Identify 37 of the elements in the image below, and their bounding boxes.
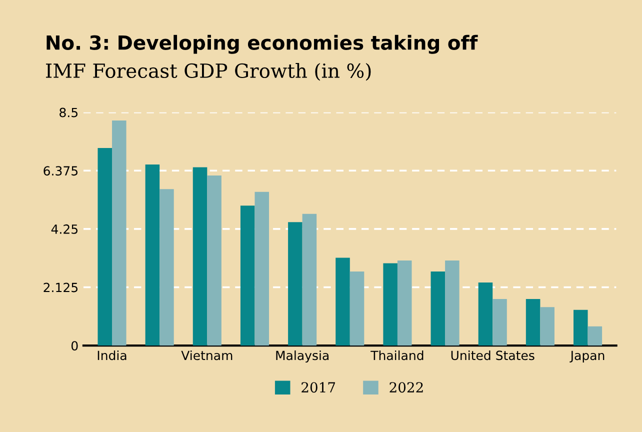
bar — [397, 260, 412, 346]
bar — [350, 272, 364, 346]
y-tick-label: 4.25 — [51, 224, 78, 234]
legend-label: 2017 — [302, 382, 335, 393]
bar — [240, 206, 255, 346]
bar — [588, 326, 602, 346]
y-tick-label: 8.5 — [60, 108, 78, 118]
bar — [574, 310, 588, 346]
x-tick-label: Japan — [570, 350, 604, 363]
bar — [478, 282, 493, 346]
y-tick-label: 2.125 — [44, 282, 78, 292]
bar — [383, 263, 398, 346]
bar — [207, 175, 222, 346]
x-tick-label: Malaysia — [276, 350, 328, 363]
bar — [540, 307, 554, 346]
bar — [112, 120, 126, 346]
bar — [192, 167, 208, 346]
y-tick-label: 0 — [71, 341, 78, 351]
bar — [302, 214, 317, 346]
bar — [254, 192, 270, 346]
bar — [145, 164, 160, 346]
chart-subtitle: IMF Forecast GDP Growth (in %) — [46, 62, 371, 81]
chart-title: No. 3: Developing economies taking off — [46, 34, 478, 54]
bar — [445, 260, 460, 346]
y-tick-label: 6.375 — [44, 166, 78, 176]
bar — [492, 298, 507, 346]
x-tick-label: Thailand — [370, 350, 424, 360]
bar — [288, 222, 302, 346]
bar — [336, 258, 350, 346]
x-tick-label: Vietnam — [181, 350, 232, 360]
x-tick-label: India — [98, 350, 126, 360]
legend-label: 2022 — [390, 382, 423, 393]
x-tick-label: United States — [451, 350, 534, 360]
bar — [160, 189, 174, 346]
bar — [430, 272, 446, 346]
bar — [526, 298, 540, 346]
bar — [98, 148, 112, 346]
